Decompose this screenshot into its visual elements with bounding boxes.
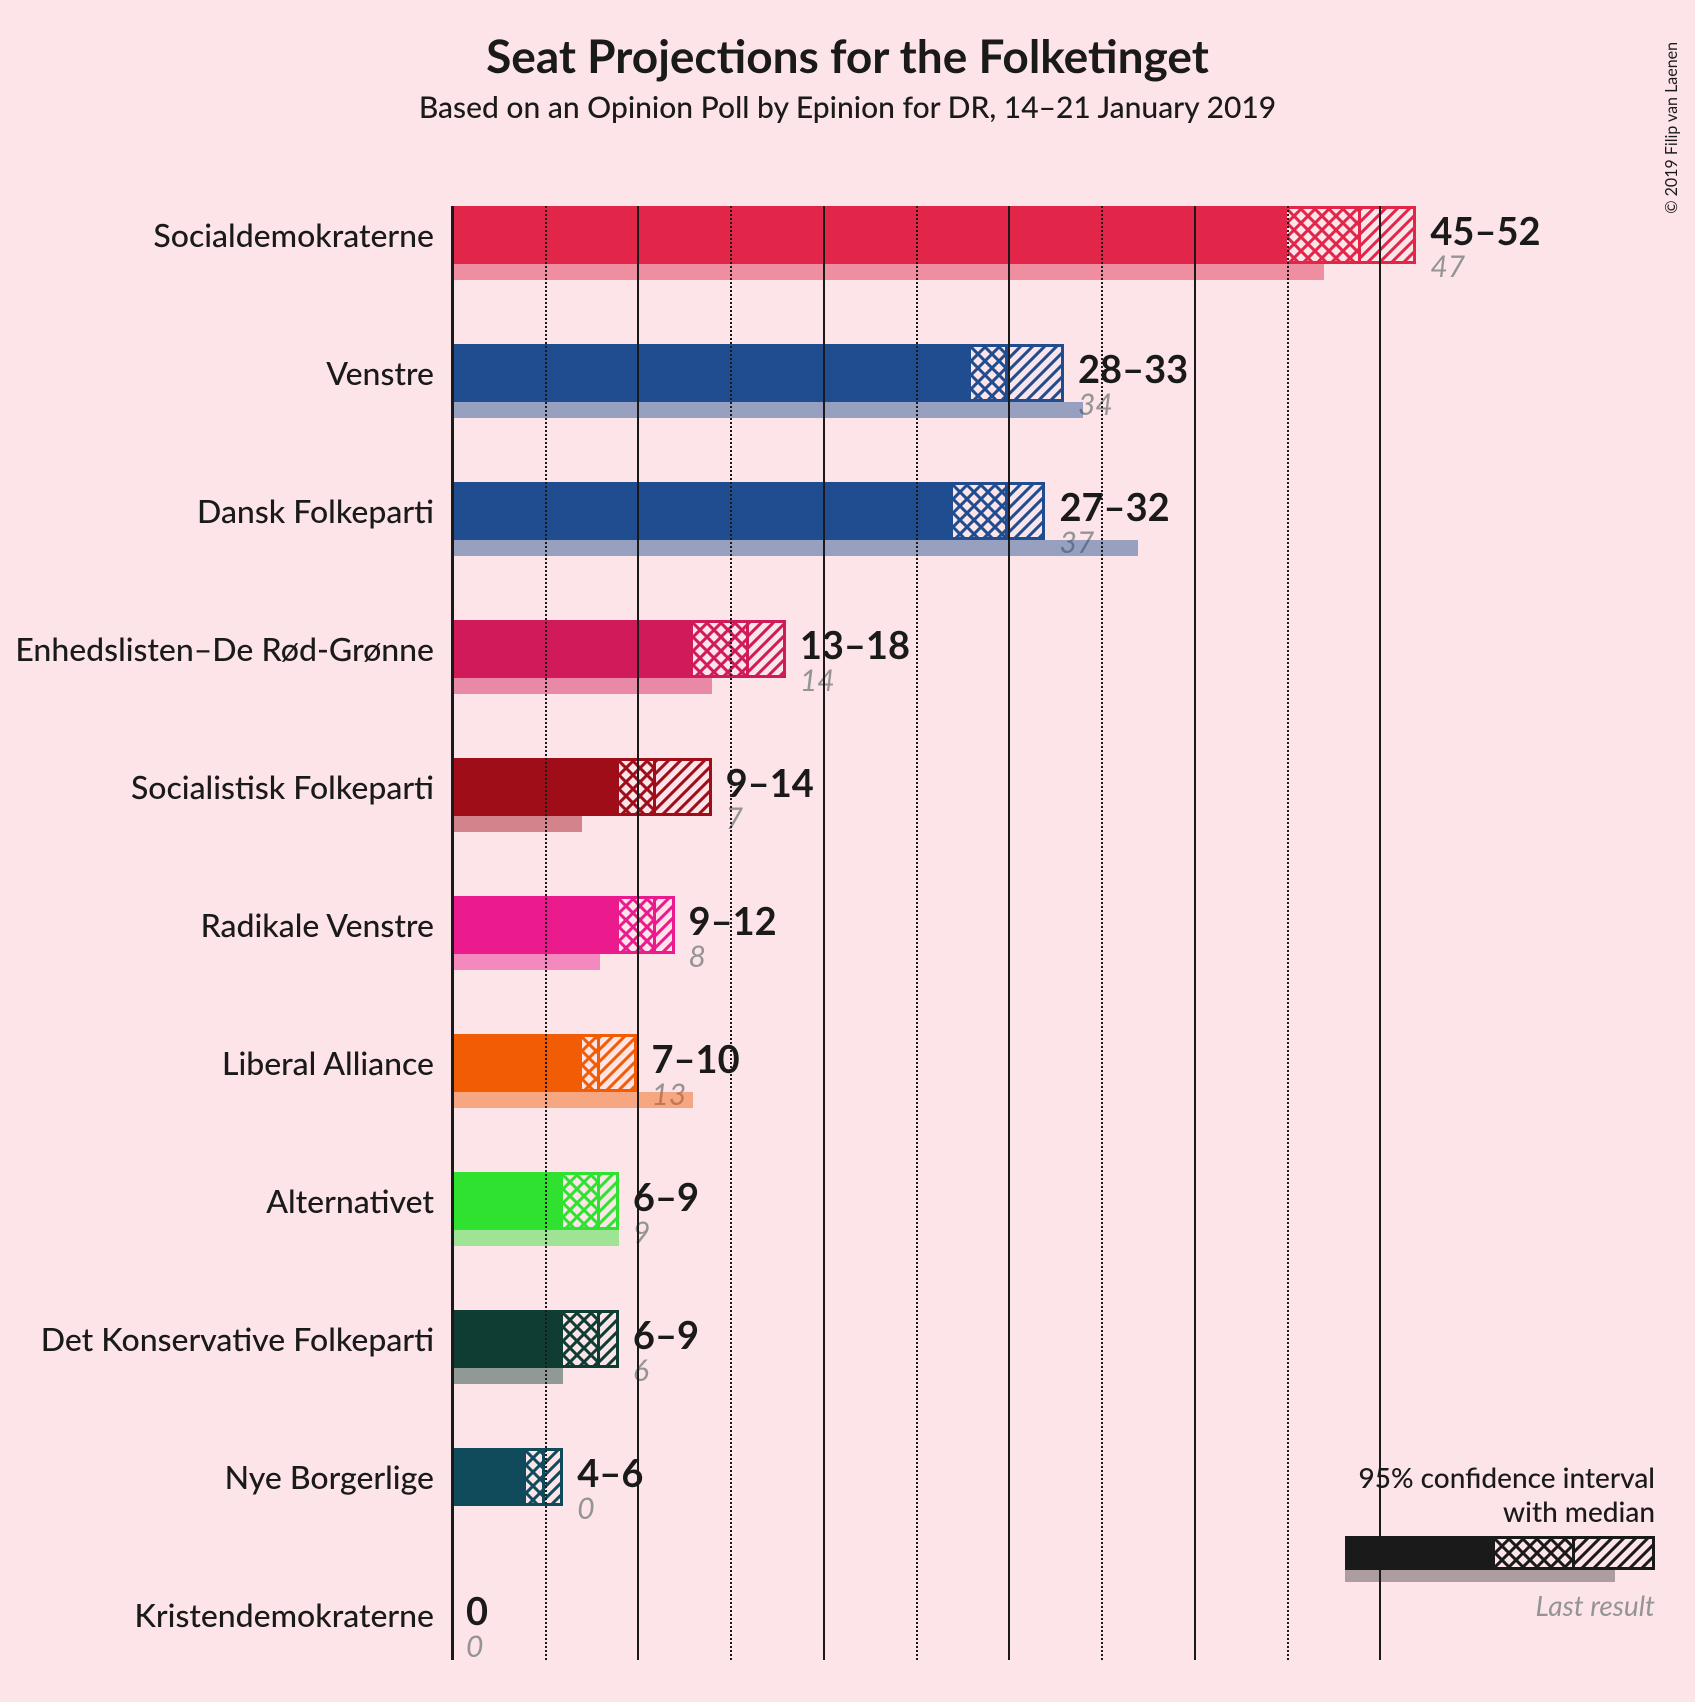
bar-solid [452,206,1287,264]
bar-ci-upper [749,620,786,678]
value-previous: 47 [1430,248,1465,284]
bar-solid [452,620,693,678]
gridline-major [637,206,639,1660]
party-label: Socialistisk Folkeparti [131,767,452,806]
value-previous: 0 [577,1490,594,1526]
party-label: Enhedslisten–De Rød-Grønne [15,629,452,668]
credit-text: © 2019 Filip van Laenen [1662,42,1681,214]
gridline-minor [545,206,547,1660]
bar-ci-lower [582,1034,601,1092]
party-label: Venstre [326,353,452,392]
gridline-minor [1287,206,1289,1660]
bar-ci-lower [563,1310,600,1368]
party-label: Socialdemokraterne [153,215,452,254]
party-row: Venstre28–3334 [452,344,1472,418]
party-label: Nye Borgerlige [225,1457,452,1496]
party-label: Alternativet [266,1181,452,1220]
legend-bar-hatch [1495,1536,1575,1570]
value-previous: 34 [1078,386,1113,422]
chart-title: Seat Projections for the Folketinget [0,28,1695,83]
chart-subtitle: Based on an Opinion Poll by Epinion for … [0,89,1695,125]
bar-previous [452,1230,619,1246]
legend-bars [1345,1536,1655,1586]
legend-bar-prev [1345,1570,1615,1582]
bar-ci-upper [656,896,675,954]
bar-solid [452,758,619,816]
value-previous: 7 [726,800,743,836]
bar-ci-upper [600,1310,619,1368]
legend-bar-solid [1345,1536,1495,1570]
bar-ci-upper [1361,206,1417,264]
party-label: Kristendemokraterne [135,1595,452,1634]
bar-ci-upper [545,1448,564,1506]
bar-solid [452,896,619,954]
bar-ci-lower [953,482,1009,540]
bar-ci-lower [1287,206,1361,264]
party-row: Dansk Folkeparti27–3237 [452,482,1472,556]
bar-ci-lower [693,620,749,678]
gridline-major [1194,206,1196,1660]
bar-ci-lower [526,1448,545,1506]
chart-area: Socialdemokraterne45–5247 Venstre28–3334 D… [452,188,1472,1628]
legend-line1: 95% confidence interval [1345,1460,1655,1494]
gridline-major [1379,206,1381,1660]
gridline-minor [1101,206,1103,1660]
bar-previous [452,954,600,970]
value-previous: 0 [466,1628,483,1664]
party-row: Kristendemokraterne00 [452,1586,1472,1660]
gridline-minor [916,206,918,1660]
party-row: Nye Borgerlige4–60 [452,1448,1472,1522]
legend: 95% confidence interval with median Last… [1345,1460,1655,1622]
party-row: Socialistisk Folkeparti9–147 [452,758,1472,832]
y-axis [451,206,454,1660]
bar-ci-lower [971,344,1008,402]
gridline-major [823,206,825,1660]
bar-solid [452,344,971,402]
value-previous: 14 [800,662,835,698]
bar-ci-upper [1008,344,1064,402]
bar-ci-upper [656,758,712,816]
party-row: Socialdemokraterne45–5247 [452,206,1472,280]
bar-solid [452,1448,526,1506]
party-row: Alternativet6–99 [452,1172,1472,1246]
party-label: Det Konservative Folkeparti [41,1319,452,1358]
party-label: Dansk Folkeparti [197,491,452,530]
bar-previous [452,678,712,694]
bar-solid [452,482,953,540]
bar-ci-lower [563,1172,600,1230]
party-label: Liberal Alliance [222,1043,452,1082]
legend-line2: with median [1345,1494,1655,1528]
party-label: Radikale Venstre [201,905,452,944]
bar-ci-upper [600,1034,637,1092]
bar-previous [452,1092,693,1108]
bar-previous [452,540,1138,556]
bar-ci-upper [600,1172,619,1230]
value-previous: 9 [633,1214,650,1250]
value-previous: 8 [689,938,706,974]
bar-solid [452,1034,582,1092]
party-row: Liberal Alliance7–1013 [452,1034,1472,1108]
bar-ci-upper [1008,482,1045,540]
gridline-minor [730,206,732,1660]
party-row: Radikale Venstre9–128 [452,896,1472,970]
bar-previous [452,816,582,832]
legend-bar-diag [1575,1536,1655,1570]
legend-prev-label: Last result [1345,1588,1655,1622]
party-row: Det Konservative Folkeparti6–96 [452,1310,1472,1384]
party-row: Enhedslisten–De Rød-Grønne13–1814 [452,620,1472,694]
gridline-major [1008,206,1010,1660]
value-previous: 6 [633,1352,649,1388]
